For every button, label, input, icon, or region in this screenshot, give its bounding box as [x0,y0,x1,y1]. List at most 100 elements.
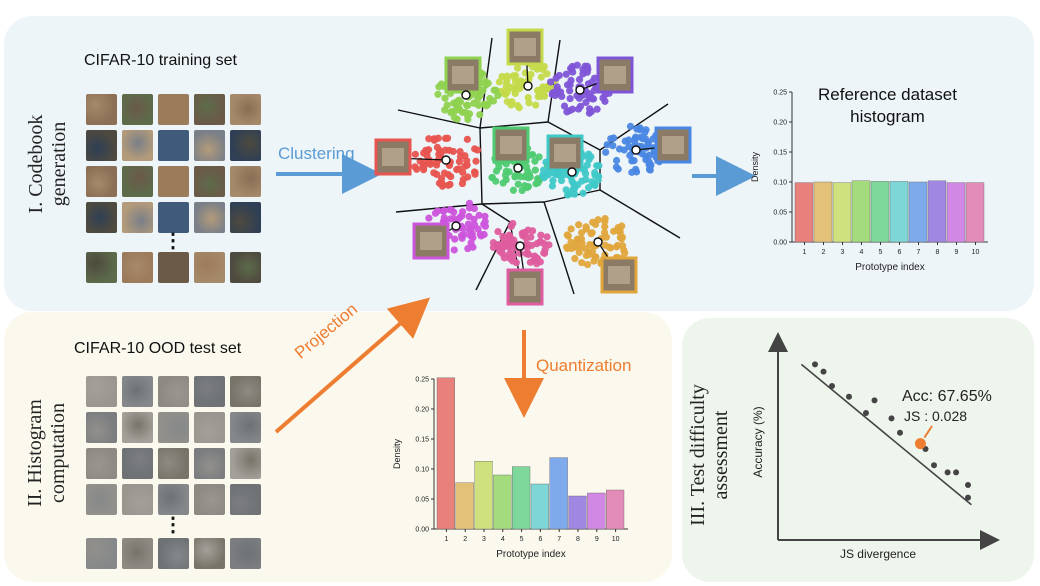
thumbnail-image [230,202,261,233]
cluster-point [514,180,522,188]
cluster-centroid [593,237,603,247]
cluster-3 [495,28,559,112]
thumbnail-image [158,202,189,233]
thumbnail-image [194,94,225,125]
ood-image-grid [86,376,261,515]
cluster-point [583,260,592,269]
cluster-point [586,105,594,113]
prototype-image-subject [604,66,626,84]
thumbnail-image [122,94,153,125]
thumbnail-image [230,376,261,407]
histogram-bar [474,461,493,530]
cluster-point [459,208,467,216]
ood-histogram: 0.00 0.05 0.10 0.15 0.20 0.25 1 2 3 4 5 6 7 8 9 10 Proto… [392,377,628,560]
cluster-point [508,98,516,106]
cluster-point [537,238,545,246]
cluster-point [433,143,441,151]
ood-set-title: CIFAR-10 OOD test set [74,340,242,357]
thumbnail-image [122,412,153,443]
highlight-point [914,438,926,450]
cluster-point [513,64,522,72]
histogram-bar [436,377,455,530]
cluster-point [434,134,442,142]
cluster-point [411,163,419,171]
cluster-point [445,146,453,154]
thumbnail-image [158,448,189,479]
cluster-centroid [575,85,585,95]
cluster-point [566,81,574,89]
cluster-point [511,173,519,181]
scatter-point [846,393,852,400]
cluster-point [618,233,627,241]
cluster-point [562,70,570,78]
y-tick-label: 0.15 [415,437,429,444]
cluster-point [590,257,598,265]
cluster-point [567,64,575,73]
y-tick-label: 0.05 [415,497,429,504]
histogram-bar [927,180,947,243]
cluster-point [566,94,574,103]
cluster-point [446,180,454,189]
cluster-point [474,95,482,103]
cluster-point [625,142,633,151]
cluster-point [601,217,609,226]
thumbnail-image [194,484,225,515]
histogram-bar [851,180,871,243]
cluster-point [593,105,601,113]
x-tick-label: 4 [501,536,505,543]
histogram-bar [794,182,814,243]
cluster-point [492,86,500,94]
x-tick-label: 2 [463,536,467,543]
x-tick-label: 3 [482,536,486,543]
cluster-point [570,184,579,193]
ood-ellipsis: ⋮ [163,514,184,536]
thumbnail-image [86,484,117,515]
cluster-point [568,105,577,113]
annotation-js: JS : 0.028 [904,408,967,424]
x-tick-label: 1 [444,536,448,543]
cluster-point [476,230,484,238]
scatter-point [829,383,835,389]
cluster-point [581,170,590,178]
cluster-point [558,92,566,101]
cluster-point [541,249,549,257]
x-tick-label: 8 [576,536,580,543]
cluster-point [441,134,450,142]
scatter-point [965,494,971,501]
cluster-point [646,166,654,174]
cluster-point [440,214,448,222]
prototype-image [546,134,584,172]
cluster-point [582,98,590,107]
cluster-point [636,124,644,132]
cluster-point [499,232,507,241]
cluster-point [626,122,635,130]
thumbnail-image [86,202,117,233]
cluster-point [508,257,517,265]
scatter-point [944,469,951,476]
x-tick-label: 6 [898,249,902,256]
thumbnail-image [194,448,225,479]
y-tick-label: 0.20 [415,407,429,414]
voronoi-boundary [481,201,545,205]
voronoi-boundary [397,109,481,129]
y-axis-label: Density [392,438,402,469]
cluster-point [577,235,586,243]
thumbnail-image [194,376,225,407]
scatter-y-label: Accuracy (%) [751,406,765,477]
y-axis-label: Density [750,151,760,182]
reference-histogram: 0.00 0.05 0.10 0.15 0.20 0.25 1 2 3 4 5 6 7 8 9 10 Proto… [750,90,988,273]
cluster-centroid [461,90,471,100]
thumbnail-image [194,166,225,197]
thumbnail-image [230,412,261,443]
thumbnail-image [86,166,117,197]
cluster-point [488,174,496,182]
cluster-point [585,150,593,158]
thumbnail-image [230,166,261,197]
x-tick-label: 6 [538,536,542,543]
cluster-point [435,83,443,91]
cluster-point [489,97,498,105]
prototype-image-subject [608,266,630,284]
cluster-point [505,242,513,251]
cluster-point [437,174,446,183]
thumbnail-image [230,448,261,479]
